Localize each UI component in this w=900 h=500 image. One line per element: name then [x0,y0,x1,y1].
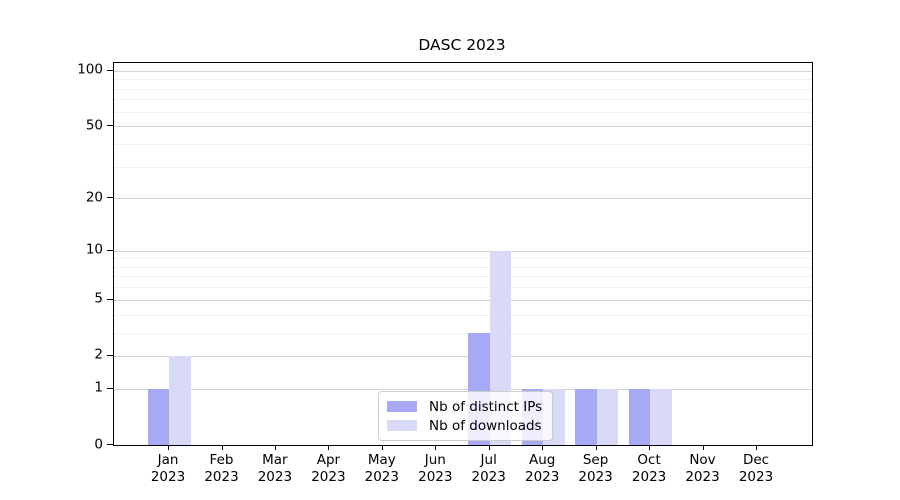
major-gridline [114,355,812,357]
bar-distinct-ips [628,388,651,445]
minor-gridline [114,99,812,101]
x-tick-mark [274,445,276,450]
x-tick-mark [702,445,704,450]
y-tick-label: 1 [94,379,103,396]
y-tick-label: 0 [94,435,103,452]
bar-downloads [596,388,619,445]
y-tick-label: 100 [77,61,103,78]
bar-downloads [650,388,672,445]
x-tick-label: Jan 2023 [150,452,186,485]
y-tick-mark [107,354,113,356]
x-tick-mark [595,445,597,450]
x-tick-label: Feb 2023 [204,452,239,485]
x-tick-label: Sep 2023 [578,452,613,485]
major-gridline [114,250,812,252]
x-tick-mark [649,445,651,450]
bar-distinct-ips [147,388,169,445]
chart-title: DASC 2023 [418,36,506,54]
y-tick-mark [107,197,113,199]
minor-gridline [114,258,812,260]
minor-gridline [114,111,812,113]
major-gridline [114,299,812,301]
major-gridline [114,126,812,128]
legend: Nb of distinct IPs Nb of downloads [378,391,554,441]
y-tick-mark [107,249,113,251]
legend-swatch-downloads [387,420,417,431]
minor-gridline [114,314,812,316]
minor-gridline [114,266,812,268]
plot-area [113,62,813,446]
x-tick-label: Aug 2023 [525,452,560,485]
y-tick-mark [107,387,113,389]
x-tick-label: Oct 2023 [631,452,667,485]
legend-swatch-distinct-ips [387,401,417,412]
x-tick-label: Jul 2023 [471,452,506,485]
minor-gridline [114,276,812,278]
bar-downloads [169,355,191,445]
minor-gridline [114,287,812,289]
major-gridline [114,388,812,390]
x-tick-mark [542,445,544,450]
y-tick-label: 5 [94,290,103,307]
x-tick-label: Apr 2023 [311,452,346,485]
legend-item-distinct-ips: Nb of distinct IPs [387,397,542,416]
y-tick-mark [107,69,113,71]
major-gridline [114,70,812,72]
x-tick-label: May 2023 [364,452,399,485]
x-tick-mark [381,445,383,450]
y-tick-mark [107,444,113,445]
x-tick-label: Nov 2023 [685,452,720,485]
bar-distinct-ips [575,388,597,445]
legend-label-downloads: Nb of downloads [429,417,542,434]
x-tick-mark [221,445,223,450]
legend-item-downloads: Nb of downloads [387,416,542,435]
x-tick-label: Jun 2023 [418,452,453,485]
minor-gridline [114,79,812,81]
x-tick-label: Dec 2023 [738,452,774,485]
minor-gridline [114,166,812,168]
y-tick-mark [107,298,113,300]
y-tick-label: 2 [94,346,103,363]
x-tick-mark [435,445,437,450]
y-tick-label: 50 [85,116,103,133]
y-tick-label: 10 [85,241,103,258]
legend-label-distinct-ips: Nb of distinct IPs [429,398,543,415]
x-tick-mark [488,445,490,450]
y-tick-mark [107,125,113,127]
x-tick-mark [756,445,757,450]
x-tick-mark [328,445,330,450]
x-tick-mark [168,445,169,450]
major-gridline [114,198,812,200]
x-tick-label: Mar 2023 [257,452,293,485]
minor-gridline [114,143,812,145]
minor-gridline [114,332,812,334]
y-tick-label: 20 [85,188,103,205]
minor-gridline [114,88,812,90]
